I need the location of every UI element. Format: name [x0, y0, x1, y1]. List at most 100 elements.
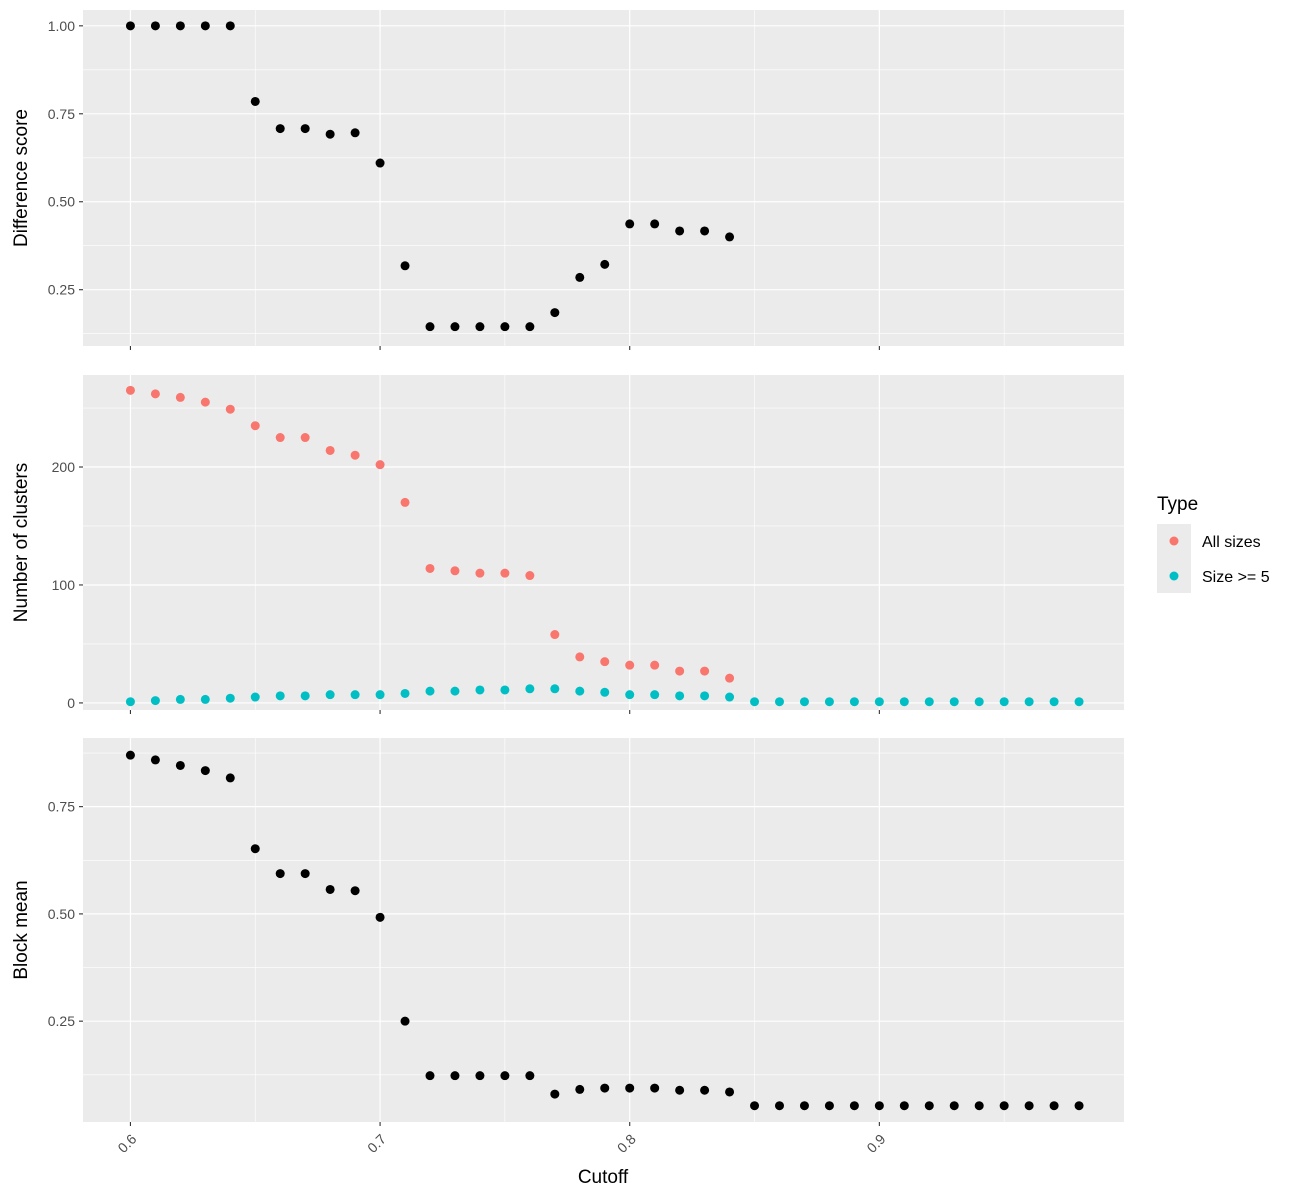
legend-key-all-sizes: [1169, 536, 1179, 546]
data-point: [175, 392, 185, 402]
data-point: [1074, 1101, 1084, 1111]
series-size-5: [125, 684, 1084, 707]
data-point: [774, 697, 784, 707]
panel-background: [83, 738, 1124, 1122]
data-point: [725, 1087, 735, 1097]
data-point: [700, 666, 710, 676]
data-point: [650, 219, 660, 229]
data-point: [500, 568, 510, 578]
data-point: [125, 750, 135, 760]
data-point: [849, 1101, 859, 1111]
data-point: [350, 128, 360, 138]
data-point: [1024, 697, 1034, 707]
data-point: [750, 1101, 760, 1111]
data-point: [525, 571, 535, 581]
legend-label-size-5: Size >= 5: [1202, 569, 1270, 586]
data-point: [325, 884, 335, 894]
y-tick-label: 100: [52, 577, 76, 593]
data-point: [250, 692, 260, 702]
data-point: [175, 760, 185, 770]
data-point: [300, 124, 310, 134]
data-point: [949, 697, 959, 707]
data-point: [300, 691, 310, 701]
data-point: [450, 322, 460, 332]
data-point: [600, 687, 610, 697]
data-point: [725, 692, 735, 702]
data-point: [675, 666, 685, 676]
data-point: [150, 21, 160, 31]
data-point: [200, 21, 210, 31]
data-point: [275, 124, 285, 134]
data-point: [400, 688, 410, 698]
x-tick-label: 0.8: [614, 1131, 639, 1156]
panel-difference-score: 0.25 0.50 0.75 1.00 Difference score: [11, 10, 1124, 350]
data-point: [225, 404, 235, 414]
data-point: [874, 697, 884, 707]
data-point: [450, 686, 460, 696]
data-point: [999, 697, 1009, 707]
data-point: [350, 690, 360, 700]
data-point: [550, 308, 560, 318]
data-point: [650, 660, 660, 670]
data-point: [600, 1083, 610, 1093]
data-point: [700, 1085, 710, 1095]
x-axis: 0.6 0.7 0.8 0.9: [114, 1131, 888, 1156]
data-point: [1024, 1101, 1034, 1111]
data-point: [774, 1101, 784, 1111]
data-point: [700, 691, 710, 701]
series-points: [125, 750, 1084, 1111]
data-point: [350, 450, 360, 460]
data-point: [200, 694, 210, 704]
data-point: [650, 1083, 660, 1093]
data-point: [125, 385, 135, 395]
data-point: [999, 1101, 1009, 1111]
data-point: [250, 844, 260, 854]
data-point: [500, 685, 510, 695]
y-axis-title: Number of clusters: [11, 463, 32, 622]
data-point: [750, 697, 760, 707]
data-point: [924, 697, 934, 707]
x-tick-label: 0.6: [114, 1131, 139, 1156]
data-point: [475, 568, 485, 578]
data-point: [325, 129, 335, 139]
data-point: [550, 630, 560, 640]
data-point: [550, 1089, 560, 1099]
data-point: [525, 684, 535, 694]
legend: Type All sizes Size >= 5: [1157, 494, 1270, 593]
data-point: [650, 690, 660, 700]
data-point: [275, 691, 285, 701]
data-point: [375, 690, 385, 700]
data-point: [824, 697, 834, 707]
legend-key-background: [1157, 524, 1191, 593]
data-point: [625, 660, 635, 670]
data-point: [899, 697, 909, 707]
data-point: [725, 673, 735, 683]
data-point: [250, 96, 260, 106]
data-point: [924, 1101, 934, 1111]
data-point: [849, 697, 859, 707]
data-point: [225, 773, 235, 783]
data-point: [150, 755, 160, 765]
data-point: [974, 1101, 984, 1111]
data-point: [275, 869, 285, 879]
data-point: [200, 766, 210, 776]
data-point: [500, 1071, 510, 1081]
data-point: [625, 1083, 635, 1093]
x-tick-label: 0.7: [364, 1131, 389, 1156]
x-tick-label: 0.9: [863, 1131, 888, 1156]
data-point: [375, 158, 385, 168]
data-point: [200, 397, 210, 407]
data-point: [725, 232, 735, 242]
data-point: [150, 389, 160, 399]
data-point: [275, 433, 285, 443]
data-point: [475, 1071, 485, 1081]
data-point: [625, 690, 635, 700]
data-point: [550, 684, 560, 694]
data-point: [350, 886, 360, 896]
data-point: [675, 1085, 685, 1095]
data-point: [300, 433, 310, 443]
data-point: [125, 697, 135, 707]
y-axis-title: Block mean: [11, 880, 32, 979]
y-tick-label: 0.75: [48, 106, 75, 122]
data-point: [400, 497, 410, 507]
